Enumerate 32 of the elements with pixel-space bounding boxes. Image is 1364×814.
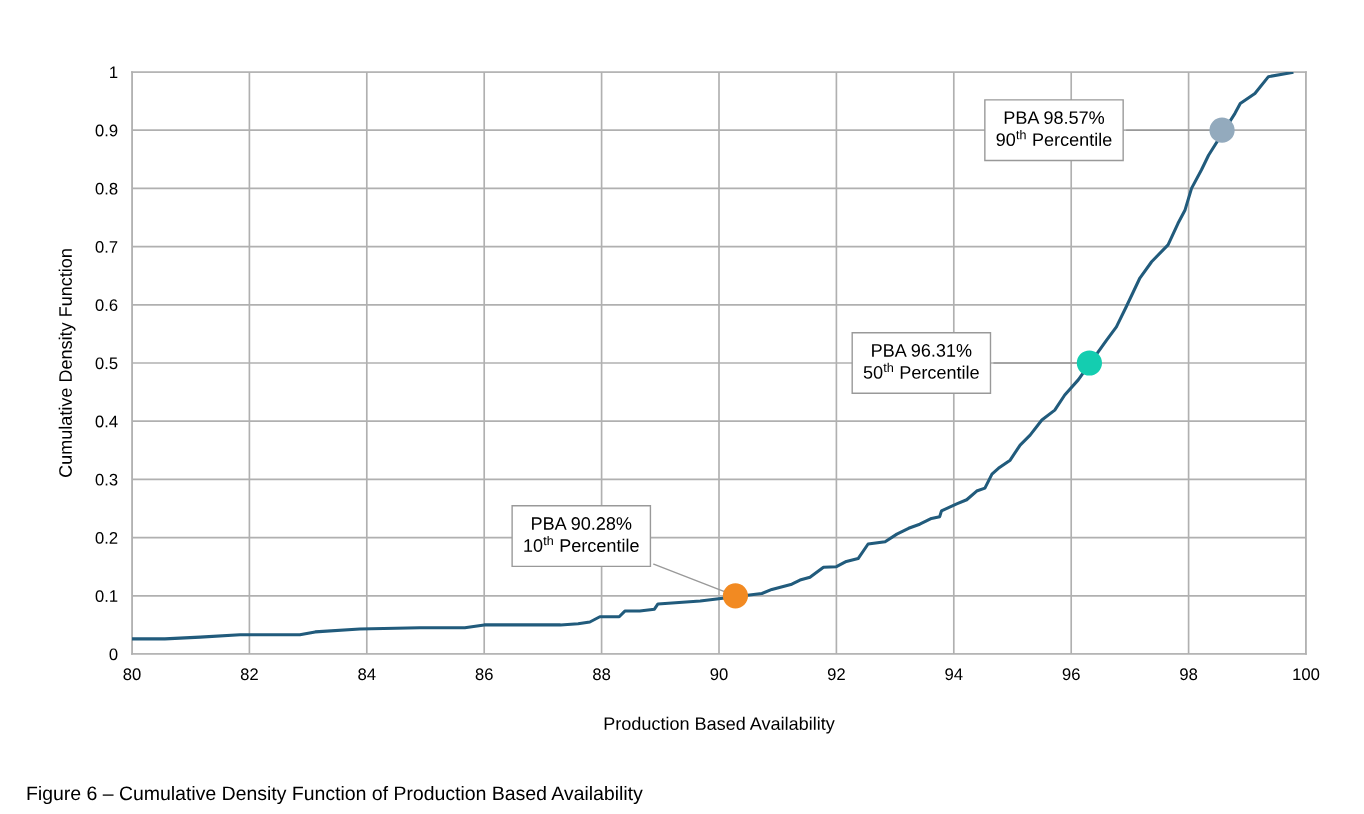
point xyxy=(1076,350,1103,376)
x-axis-title: Production Based Availability xyxy=(604,716,835,734)
annotation: PBA 96.31% 50$^{th}$ Percentile xyxy=(863,344,979,379)
point xyxy=(1209,117,1235,143)
x-tick-label: 80 xyxy=(123,668,141,681)
annotation: PBA 90.28% 10$^{th}$ Percentile xyxy=(524,517,639,552)
x-tick-label: 88 xyxy=(593,668,611,681)
y-tick-label: 0.6 xyxy=(95,299,118,311)
x-tick-label: 94 xyxy=(945,668,963,681)
y-tick-label: 0.7 xyxy=(95,241,118,253)
x-tick-label: 92 xyxy=(827,668,845,681)
x-tick-label: 98 xyxy=(1180,668,1198,681)
y-tick-label: 0.2 xyxy=(95,532,118,544)
y-tick-label: 0.5 xyxy=(95,357,118,370)
annotation: PBA 98.57% 90$^{th}$ Percentile xyxy=(996,111,1112,147)
y-tick-label: 0.3 xyxy=(95,473,118,486)
y-tick-label: 0.8 xyxy=(95,182,118,195)
x-tick-label: 100 xyxy=(1293,668,1320,681)
point xyxy=(722,583,749,609)
x-tick-label: 84 xyxy=(358,668,376,681)
caption: Figure 6 – Cumulative Density Function of Production Based Availability xyxy=(27,785,643,805)
y-tick-label: 1 xyxy=(110,66,118,79)
y-tick-label: 0 xyxy=(109,648,118,661)
x-tick-label: 96 xyxy=(1062,668,1080,681)
x-tick-label: 90 xyxy=(710,668,728,681)
y-tick-label: 0.4 xyxy=(95,415,118,428)
x-tick-label: 82 xyxy=(240,668,258,681)
line-series xyxy=(132,72,1294,641)
y-tick-label: 0.9 xyxy=(95,124,118,137)
y-axis-title: Cumulative Density Function xyxy=(58,249,76,477)
y-tick-label: 0.1 xyxy=(95,590,118,602)
x-tick-label: 86 xyxy=(475,668,493,681)
